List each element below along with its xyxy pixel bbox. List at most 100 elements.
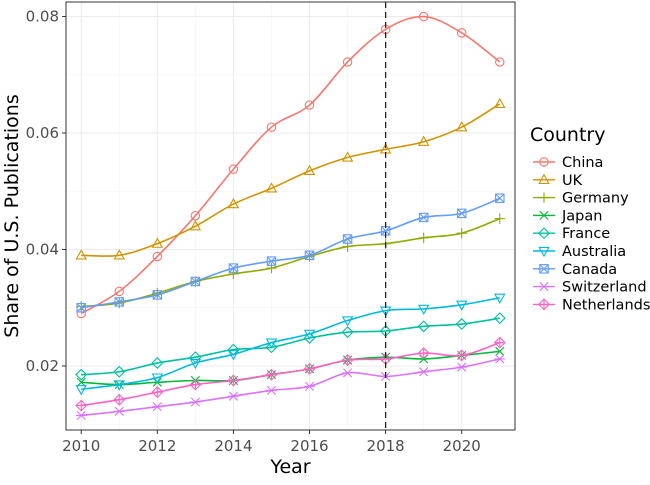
series-australia: [75, 293, 506, 396]
grid: [66, 2, 515, 430]
data-point-netherlands: [75, 399, 88, 412]
legend-item-canada: Canada: [533, 262, 617, 278]
data-point-australia: [265, 338, 278, 349]
data-point-australia: [113, 380, 126, 391]
legend-key-australia: [538, 246, 550, 258]
series-line-japan: [81, 350, 500, 386]
data-point-netherlands: [113, 393, 126, 406]
data-point-canada: [152, 290, 163, 300]
data-point-china: [342, 57, 353, 67]
legend-key-canada: [539, 264, 549, 274]
data-point-china: [418, 11, 429, 22]
data-point-australia: [189, 358, 202, 370]
series-china: [76, 11, 505, 319]
x-axis: 2010 2012 2014 2016 2018 2020: [62, 430, 481, 455]
legend-item-uk: UK: [533, 173, 583, 189]
plot-area: [75, 2, 506, 430]
series-netherlands: [75, 336, 506, 412]
legend-key-germany: [538, 192, 550, 203]
data-point-france: [341, 326, 354, 339]
x-axis-title: Year: [269, 456, 310, 478]
legend-label-china: China: [562, 155, 603, 171]
data-point-switzerland: [342, 368, 353, 378]
series-canada: [76, 193, 505, 313]
legend-item-australia: Australia: [533, 244, 626, 260]
legend-item-netherlands: Netherlands: [533, 297, 650, 313]
data-point-canada: [342, 234, 353, 244]
y-axis-title: Share of U.S. Publications: [1, 94, 23, 337]
y-tick-label: 0.08: [26, 8, 59, 26]
data-point-china: [304, 100, 315, 110]
data-point-france: [455, 318, 468, 330]
data-point-japan: [76, 377, 86, 387]
data-point-germany: [266, 262, 277, 274]
data-point-uk: [75, 249, 87, 260]
data-point-australia: [341, 316, 354, 327]
legend-item-germany: Germany: [533, 191, 629, 207]
y-tick-label: 0.06: [26, 124, 59, 142]
data-point-uk: [151, 237, 164, 248]
series-line-france: [81, 317, 500, 376]
data-point-germany: [228, 268, 239, 280]
data-point-uk: [113, 249, 126, 260]
data-point-germany: [418, 232, 429, 244]
data-point-canada: [228, 263, 239, 273]
data-point-australia: [151, 373, 164, 384]
data-point-china: [266, 122, 277, 132]
data-point-netherlands: [341, 354, 354, 367]
legend-key-switzerland: [538, 282, 550, 292]
x-tick-label: 2012: [138, 437, 176, 455]
x-tick-label: 2016: [290, 437, 328, 455]
data-point-china: [152, 251, 163, 262]
series-line-china: [80, 15, 501, 315]
data-point-canada: [495, 193, 505, 203]
series-line-germany: [81, 217, 501, 308]
data-point-france: [493, 312, 506, 325]
data-point-france: [265, 341, 278, 354]
data-point-uk: [189, 220, 202, 231]
legend-label-australia: Australia: [562, 244, 626, 260]
legend-key-netherlands: [538, 298, 550, 311]
legend-label-uk: UK: [562, 173, 583, 189]
data-point-canada: [418, 212, 429, 223]
legend-label-netherlands: Netherlands: [562, 297, 650, 313]
legend-label-canada: Canada: [562, 262, 617, 278]
data-point-uk: [417, 135, 430, 146]
data-point-australia: [75, 385, 87, 396]
data-point-netherlands: [303, 362, 316, 375]
legend-key-france: [538, 227, 550, 240]
y-tick-label: 0.02: [26, 357, 59, 375]
data-point-netherlands: [455, 349, 468, 362]
data-point-netherlands: [493, 336, 506, 349]
data-point-switzerland: [456, 362, 467, 372]
data-point-australia: [227, 350, 240, 361]
legend-key-uk: [538, 173, 550, 184]
data-point-canada: [266, 256, 277, 266]
y-tick-label: 0.04: [26, 240, 59, 258]
legend-title: Country: [530, 124, 605, 146]
legend-item-china: China: [533, 155, 603, 171]
x-tick-label: 2010: [62, 437, 100, 455]
data-point-france: [75, 368, 88, 381]
data-point-switzerland: [418, 367, 429, 377]
data-point-canada: [304, 250, 315, 261]
data-point-china: [456, 28, 467, 38]
x-tick-label: 2014: [214, 437, 252, 455]
data-point-uk: [341, 151, 354, 162]
data-point-switzerland: [114, 406, 125, 416]
data-point-uk: [303, 164, 316, 176]
legend-label-germany: Germany: [562, 191, 629, 207]
data-point-uk: [494, 97, 506, 109]
data-point-japan: [495, 346, 505, 356]
series-switzerland: [76, 354, 505, 421]
y-axis: 0.02 0.04 0.06 0.08: [26, 8, 66, 375]
data-point-france: [303, 332, 316, 344]
data-point-china: [495, 57, 505, 67]
plot-border: [65, 1, 516, 431]
series-uk: [75, 97, 506, 260]
series-line-canada: [81, 197, 501, 309]
series-line-netherlands: [81, 341, 501, 407]
data-point-netherlands: [151, 386, 164, 399]
